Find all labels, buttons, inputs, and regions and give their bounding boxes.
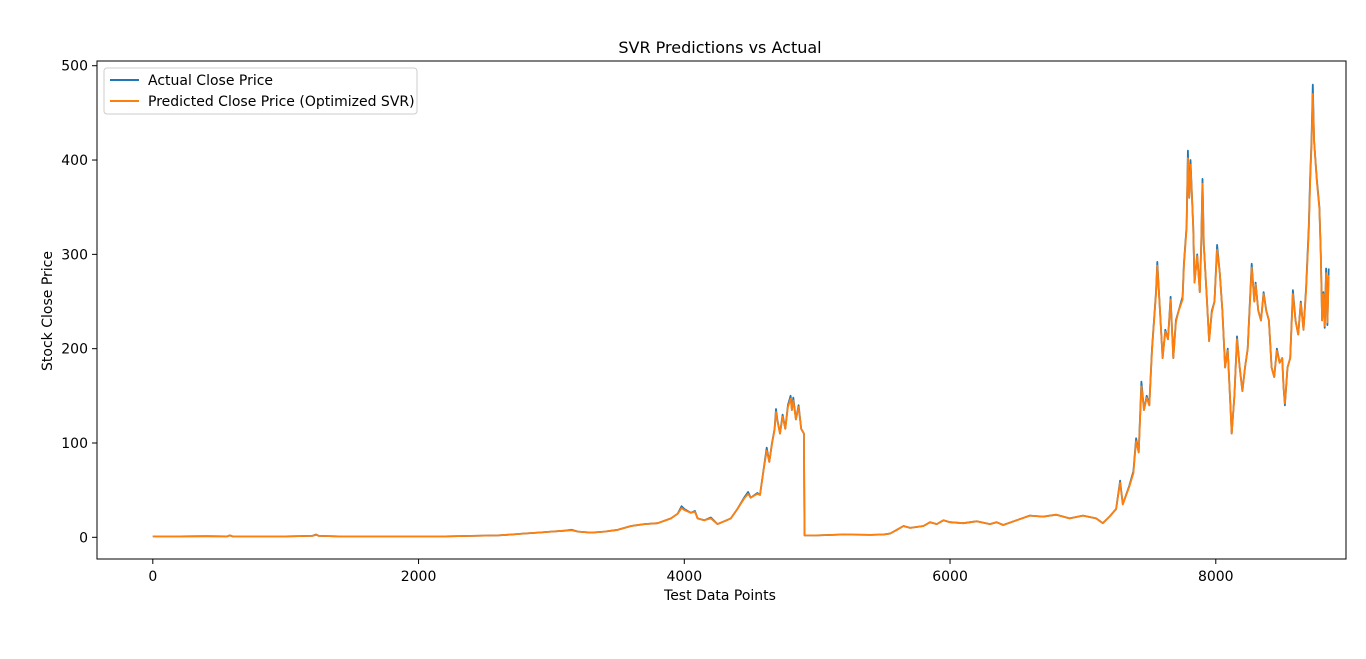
x-tick-label: 4000 bbox=[666, 569, 702, 585]
legend: Actual Close Price Predicted Close Price… bbox=[103, 67, 418, 115]
x-axis-label: Test Data Points bbox=[663, 588, 776, 604]
y-tick-label: 200 bbox=[61, 342, 88, 358]
series-layer bbox=[152, 83, 1330, 538]
y-tick-label: 100 bbox=[61, 436, 88, 452]
legend-label-predicted: Predicted Close Price (Optimized SVR) bbox=[148, 94, 415, 110]
y-tick-label: 500 bbox=[61, 59, 88, 75]
chart-title: SVR Predictions vs Actual bbox=[618, 38, 821, 57]
plot-frame bbox=[96, 60, 1347, 560]
x-tick-label: 2000 bbox=[401, 569, 437, 585]
y-tick-label: 300 bbox=[61, 247, 88, 263]
series-line-predicted bbox=[152, 93, 1330, 538]
y-axis-ticks: 0 100 200 300 400 500 bbox=[61, 59, 97, 546]
y-axis-label: Stock Close Price bbox=[40, 251, 56, 371]
x-tick-label: 0 bbox=[148, 569, 157, 585]
series-line-actual bbox=[152, 83, 1330, 538]
y-tick-label: 400 bbox=[61, 153, 88, 169]
x-tick-label: 6000 bbox=[932, 569, 968, 585]
x-tick-label: 8000 bbox=[1198, 569, 1234, 585]
legend-label-actual: Actual Close Price bbox=[148, 73, 273, 89]
y-tick-label: 0 bbox=[79, 530, 88, 546]
legend-box bbox=[103, 67, 418, 115]
x-axis-ticks: 0 2000 4000 6000 8000 bbox=[148, 559, 1234, 585]
